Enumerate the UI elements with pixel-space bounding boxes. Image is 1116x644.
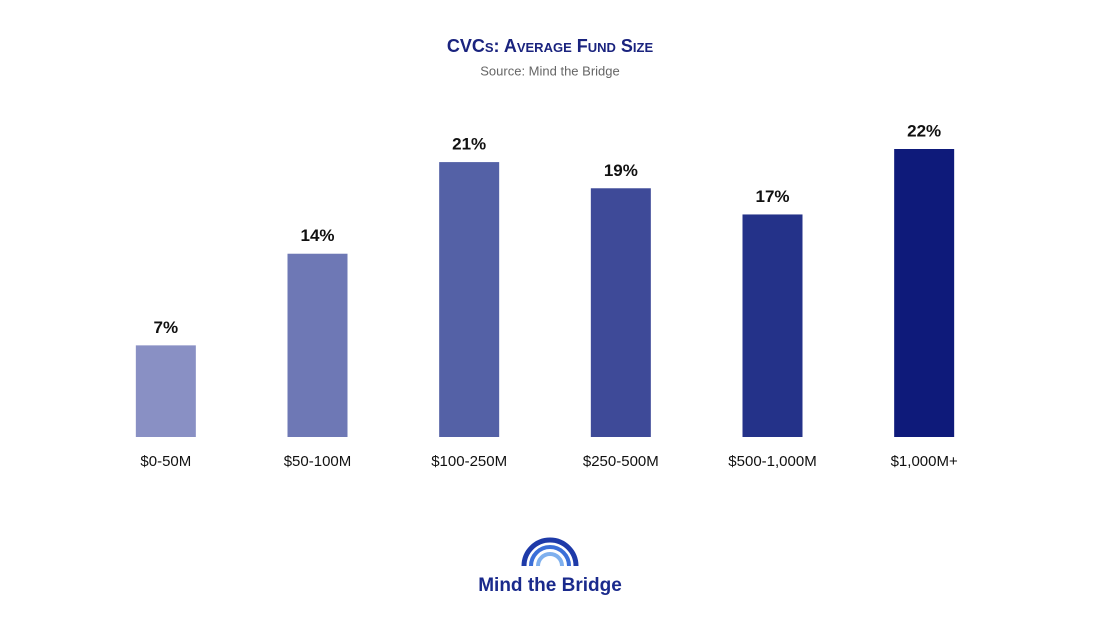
- x-tick-label: $250-500M: [583, 453, 659, 470]
- value-label: 14%: [300, 226, 334, 245]
- value-label: 19%: [604, 161, 638, 180]
- bar: [135, 345, 196, 437]
- value-label: 21%: [452, 135, 486, 154]
- value-label: 7%: [154, 318, 179, 337]
- bar: [894, 149, 955, 437]
- x-tick-label: $1,000M+: [891, 453, 958, 470]
- bar: [439, 162, 500, 437]
- value-label: 17%: [755, 187, 789, 206]
- x-tick-label: $0-50M: [140, 453, 191, 470]
- x-tick-label: $100-250M: [431, 453, 507, 470]
- bar: [590, 188, 651, 437]
- x-tick-label: $500-1,000M: [728, 453, 816, 470]
- chart-title: CVCs: Average Fund Size: [447, 36, 654, 56]
- bar: [287, 253, 348, 437]
- chart-subtitle: Source: Mind the Bridge: [480, 63, 619, 78]
- value-label: 22%: [907, 121, 941, 140]
- logo-icon: [521, 537, 579, 567]
- x-tick-label: $50-100M: [284, 453, 352, 470]
- logo-text: Mind the Bridge: [478, 575, 622, 596]
- bar: [742, 214, 803, 437]
